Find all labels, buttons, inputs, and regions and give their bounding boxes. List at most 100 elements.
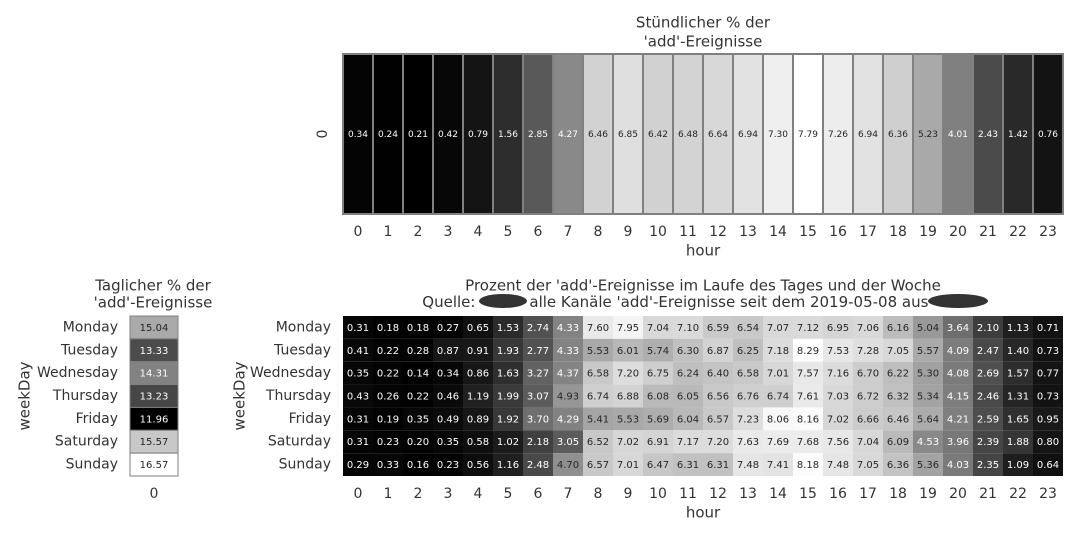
cell-label: 7.63 bbox=[737, 437, 759, 448]
cell-label: 2.85 bbox=[528, 130, 548, 140]
heatmap-cell bbox=[463, 338, 493, 362]
x-tick-label: 10 bbox=[649, 486, 667, 502]
cell-label: 1.63 bbox=[497, 369, 519, 380]
heatmap-cell bbox=[732, 53, 764, 215]
cell-label: 0.71 bbox=[1037, 323, 1059, 334]
heatmap-cell bbox=[1033, 407, 1063, 431]
cell-label: 7.12 bbox=[797, 323, 819, 334]
heatmap-cell bbox=[943, 453, 973, 476]
heatmap-cell bbox=[913, 453, 943, 476]
heatmap-cell bbox=[823, 338, 853, 362]
y-tick-label: Thursday bbox=[265, 388, 331, 404]
heatmap-cell bbox=[373, 316, 403, 339]
cell-label: 0.34 bbox=[348, 130, 368, 140]
heatmap-cell bbox=[583, 338, 613, 362]
heatmap-cell bbox=[493, 338, 523, 362]
cell-label: 4.29 bbox=[557, 414, 579, 425]
cell-label: 2.69 bbox=[977, 369, 999, 380]
cell-label: 0.42 bbox=[438, 130, 458, 140]
cell-label: 0.27 bbox=[437, 323, 459, 334]
x-tick-label: 4 bbox=[474, 486, 483, 502]
cell-label: 5.53 bbox=[587, 346, 609, 357]
heatmap-cell bbox=[1003, 430, 1033, 454]
cell-label: 6.57 bbox=[707, 414, 729, 425]
heatmap-cell bbox=[702, 53, 734, 215]
cell-label: 6.87 bbox=[707, 346, 729, 357]
cell-label: 1.93 bbox=[497, 346, 519, 357]
heatmap-cell bbox=[583, 430, 613, 454]
cell-label: 7.57 bbox=[797, 369, 819, 380]
heatmap-cell bbox=[493, 316, 523, 339]
y-tick-label: Tuesday bbox=[60, 342, 118, 358]
cell-label: 6.31 bbox=[677, 460, 699, 471]
cell-label: 6.70 bbox=[857, 369, 879, 380]
cell-label: 7.18 bbox=[767, 346, 789, 357]
cell-label: 6.24 bbox=[677, 369, 699, 380]
x-tick-label: 0 bbox=[354, 486, 363, 502]
cell-label: 2.77 bbox=[527, 346, 549, 357]
heatmap-cell bbox=[823, 407, 853, 431]
cell-label: 0.18 bbox=[377, 323, 399, 334]
heatmap-cell bbox=[972, 53, 1004, 215]
heatmap-cell bbox=[1003, 316, 1033, 339]
heatmap-cell bbox=[763, 338, 793, 362]
cell-label: 2.74 bbox=[527, 323, 549, 334]
cell-label: 4.08 bbox=[947, 369, 969, 380]
heatmap-cell bbox=[583, 453, 613, 476]
cell-label: 7.68 bbox=[797, 437, 819, 448]
heatmap-cell bbox=[853, 384, 883, 408]
heatmap-cell bbox=[1003, 384, 1033, 408]
cell-label: 4.37 bbox=[557, 369, 579, 380]
heatmap-cell bbox=[343, 430, 373, 454]
cell-label: 0.26 bbox=[377, 392, 399, 403]
heatmap-cell bbox=[943, 338, 973, 362]
heatmap-cell bbox=[912, 53, 944, 215]
cell-label: 1.53 bbox=[497, 323, 519, 334]
cell-label: 7.61 bbox=[797, 392, 819, 403]
heatmap-cell bbox=[1033, 361, 1063, 385]
heatmap-cell bbox=[373, 407, 403, 431]
cell-label: 14.31 bbox=[140, 369, 169, 380]
cell-label: 1.09 bbox=[1007, 460, 1029, 471]
cell-label: 0.41 bbox=[347, 346, 369, 357]
heatmap-cell bbox=[733, 453, 763, 476]
cell-label: 6.58 bbox=[737, 369, 759, 380]
heatmap-cell bbox=[523, 384, 553, 408]
cell-label: 7.01 bbox=[767, 369, 789, 380]
y-tick-label: Wednesday bbox=[250, 365, 331, 381]
cell-label: 4.03 bbox=[947, 460, 969, 471]
chart-subtitle: Quelle: xxxxx alle Kanäle 'add'-Ereignis… bbox=[422, 293, 983, 311]
x-axis-label: hour bbox=[686, 242, 721, 260]
x-tick-label: 1 bbox=[384, 224, 393, 240]
x-tick-label: 2 bbox=[414, 486, 423, 502]
heatmap-cell bbox=[463, 316, 493, 339]
heatmap-cell bbox=[643, 361, 673, 385]
heatmap-cell bbox=[463, 407, 493, 431]
heatmap-cell bbox=[823, 316, 853, 339]
heatmap-cell bbox=[1033, 430, 1063, 454]
cell-label: 13.23 bbox=[140, 392, 169, 403]
heatmap-cell bbox=[883, 407, 913, 431]
cell-label: 6.47 bbox=[647, 460, 669, 471]
y-tick-label: Wednesday bbox=[37, 365, 118, 381]
y-tick-label: Thursday bbox=[52, 388, 118, 404]
heatmap-cell bbox=[583, 407, 613, 431]
heatmap-cell bbox=[793, 430, 823, 454]
x-tick-label: 10 bbox=[649, 224, 667, 240]
heatmap-cell bbox=[943, 361, 973, 385]
x-tick-label: 7 bbox=[564, 224, 573, 240]
heatmap-cell bbox=[343, 316, 373, 339]
heatmap-cell bbox=[1002, 53, 1034, 215]
cell-label: 2.46 bbox=[977, 392, 999, 403]
cell-label: 0.18 bbox=[407, 323, 429, 334]
cell-label: 0.73 bbox=[1037, 346, 1059, 357]
heatmap-cell bbox=[823, 361, 853, 385]
heatmap-cell bbox=[943, 407, 973, 431]
y-axis-label: weekDay bbox=[231, 361, 249, 430]
heatmap-cell bbox=[733, 338, 763, 362]
heatmap-cell bbox=[973, 338, 1003, 362]
cell-label: 4.09 bbox=[947, 346, 969, 357]
y-tick-label: Saturday bbox=[268, 434, 331, 450]
heatmap-cell bbox=[673, 316, 703, 339]
heatmap-cell bbox=[373, 338, 403, 362]
